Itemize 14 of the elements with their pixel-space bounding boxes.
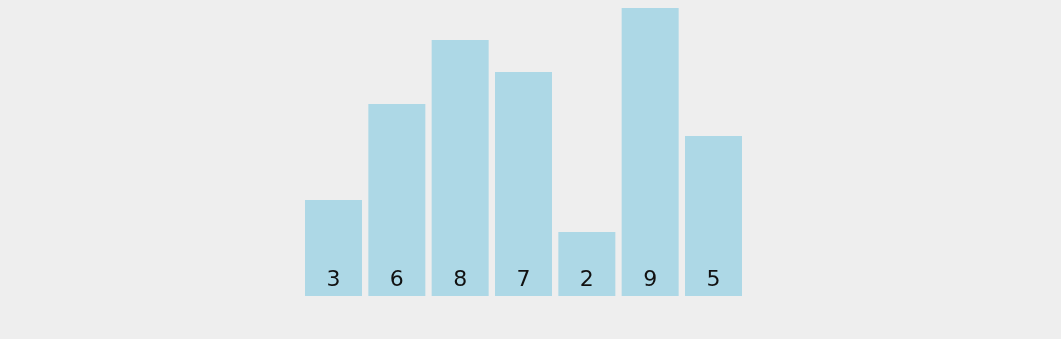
bar	[431, 40, 489, 296]
data-label: 5	[706, 266, 721, 291]
bar	[305, 200, 362, 296]
bar	[368, 104, 426, 296]
data-label: 7	[516, 266, 531, 291]
bar	[558, 232, 616, 296]
data-label: 6	[389, 266, 404, 291]
data-label: 2	[579, 266, 594, 291]
bar	[621, 8, 679, 296]
data-label: 3	[326, 266, 341, 291]
bar	[685, 136, 742, 296]
bar	[495, 72, 552, 296]
data-label: 8	[453, 266, 468, 291]
data-label: 9	[643, 266, 658, 291]
